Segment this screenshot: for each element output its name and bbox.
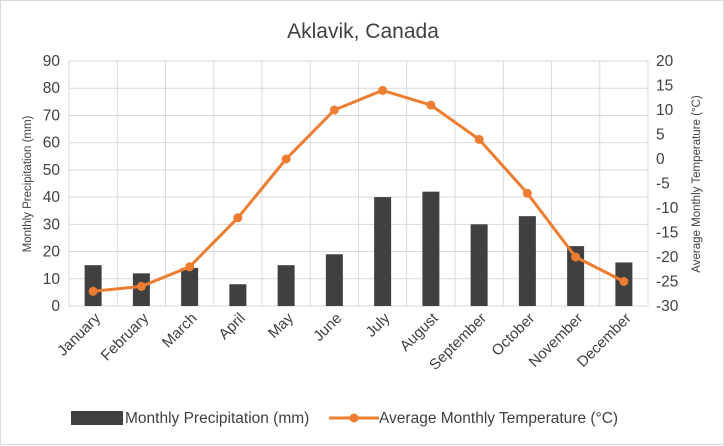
right-tick-label: -30: [656, 298, 679, 315]
category-label: July: [363, 309, 394, 340]
right-axis-ticks: -30 -25 -20 -15 -10 -5 0 5 10 15 20: [656, 53, 679, 315]
precipitation-bar: [422, 191, 440, 306]
temperature-point: [281, 154, 291, 164]
left-tick-label: 40: [43, 189, 61, 206]
right-tick-label: 5: [656, 127, 665, 144]
category-label: March: [159, 310, 200, 351]
category-label: August: [397, 309, 443, 355]
precipitation-bar: [277, 265, 295, 306]
temperature-point: [136, 281, 146, 291]
left-tick-label: 60: [43, 135, 61, 152]
precipitation-bar: [470, 224, 488, 306]
right-tick-label: 0: [656, 151, 665, 168]
temperature-polyline: [92, 88, 625, 293]
right-tick-label: -20: [656, 249, 679, 266]
category-label: May: [265, 309, 297, 341]
category-label: June: [310, 310, 345, 345]
precipitation-bar: [229, 284, 247, 306]
left-axis-label: Monthly Precipitation (mm): [22, 115, 34, 252]
left-tick-label: 0: [51, 298, 60, 315]
precipitation-bar: [518, 216, 536, 306]
precipitation-bar: [84, 265, 102, 306]
temperature-point: [378, 85, 388, 95]
legend-line-marker: [349, 413, 359, 423]
right-axis-label: Average Monthly Temperature (°C): [691, 95, 703, 273]
left-tick-label: 70: [43, 107, 61, 124]
right-tick-label: 15: [656, 78, 673, 95]
right-tick-label: -5: [656, 176, 670, 193]
legend-bar-swatch: [71, 411, 123, 425]
precipitation-bar: [567, 246, 585, 306]
right-tick-label: 20: [656, 53, 674, 70]
temperature-point: [233, 213, 243, 223]
precipitation-bar: [181, 267, 199, 306]
temperature-point: [619, 277, 629, 286]
precipitation-bars: [84, 191, 633, 306]
category-label: October: [488, 310, 538, 360]
temperature-point: [185, 262, 195, 272]
right-tick-label: -15: [656, 225, 678, 242]
chart-title: Aklavik, Canada: [287, 20, 439, 43]
category-label: April: [215, 310, 248, 343]
right-tick-label: -10: [656, 200, 679, 217]
left-tick-label: 20: [43, 244, 61, 261]
temperature-point: [329, 105, 339, 115]
left-tick-label: 30: [43, 216, 61, 233]
category-label: February: [98, 309, 153, 364]
precipitation-bar: [374, 197, 392, 306]
left-tick-label: 80: [43, 80, 61, 97]
legend-precipitation-label: Monthly Precipitation (mm): [125, 410, 309, 427]
temperature-point: [426, 100, 436, 110]
legend: Monthly Precipitation (mm) Average Month…: [71, 410, 618, 427]
left-axis-ticks: 0 10 20 30 40 50 60 70 80 90: [43, 53, 61, 315]
left-tick-label: 90: [43, 53, 61, 70]
temperature-point: [571, 252, 581, 262]
left-tick-label: 10: [43, 271, 61, 288]
temperature-line: [88, 85, 629, 296]
temperature-point: [474, 134, 484, 144]
temperature-point: [522, 188, 532, 198]
legend-temperature-label: Average Monthly Temperature (°C): [379, 410, 618, 427]
temperature-point: [88, 286, 98, 296]
left-tick-label: 50: [43, 162, 61, 179]
right-tick-label: -25: [656, 274, 678, 291]
right-tick-label: 10: [656, 102, 674, 119]
precipitation-bar: [325, 254, 343, 306]
gridlines: [68, 60, 649, 307]
